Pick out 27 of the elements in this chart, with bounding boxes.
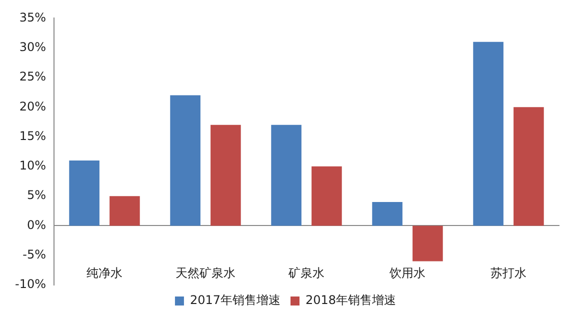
bar	[312, 166, 342, 226]
x-tick-label: 矿泉水	[288, 266, 324, 280]
bar	[210, 124, 241, 226]
bar	[271, 124, 302, 226]
y-tick-label: 15%	[19, 128, 46, 143]
y-tick-label: 35%	[19, 10, 46, 24]
x-tick-label: 天然矿泉水	[176, 266, 236, 280]
y-tick-label: 5%	[26, 188, 46, 202]
x-tick-label: 纯净水	[86, 266, 122, 280]
bar	[69, 160, 100, 226]
legend-label: 2018年销售增速	[306, 293, 396, 308]
y-tick-label: 20%	[19, 99, 46, 114]
y-tick-label: -5%	[22, 247, 46, 262]
bar	[473, 42, 504, 226]
bar	[372, 202, 402, 226]
y-tick-label: 25%	[19, 70, 46, 84]
bar	[514, 107, 544, 226]
bar	[412, 226, 443, 262]
y-tick-label: 0%	[26, 218, 46, 232]
x-tick-label: 苏打水	[490, 266, 526, 280]
y-tick-label: 30%	[19, 40, 46, 54]
x-tick-label: 饮用水	[388, 266, 426, 280]
legend-label: 2017年销售增速	[190, 293, 281, 308]
bar	[170, 95, 200, 226]
y-tick-label: 10%	[19, 158, 46, 173]
bar	[110, 196, 140, 226]
y-tick-label: -10%	[14, 277, 46, 292]
